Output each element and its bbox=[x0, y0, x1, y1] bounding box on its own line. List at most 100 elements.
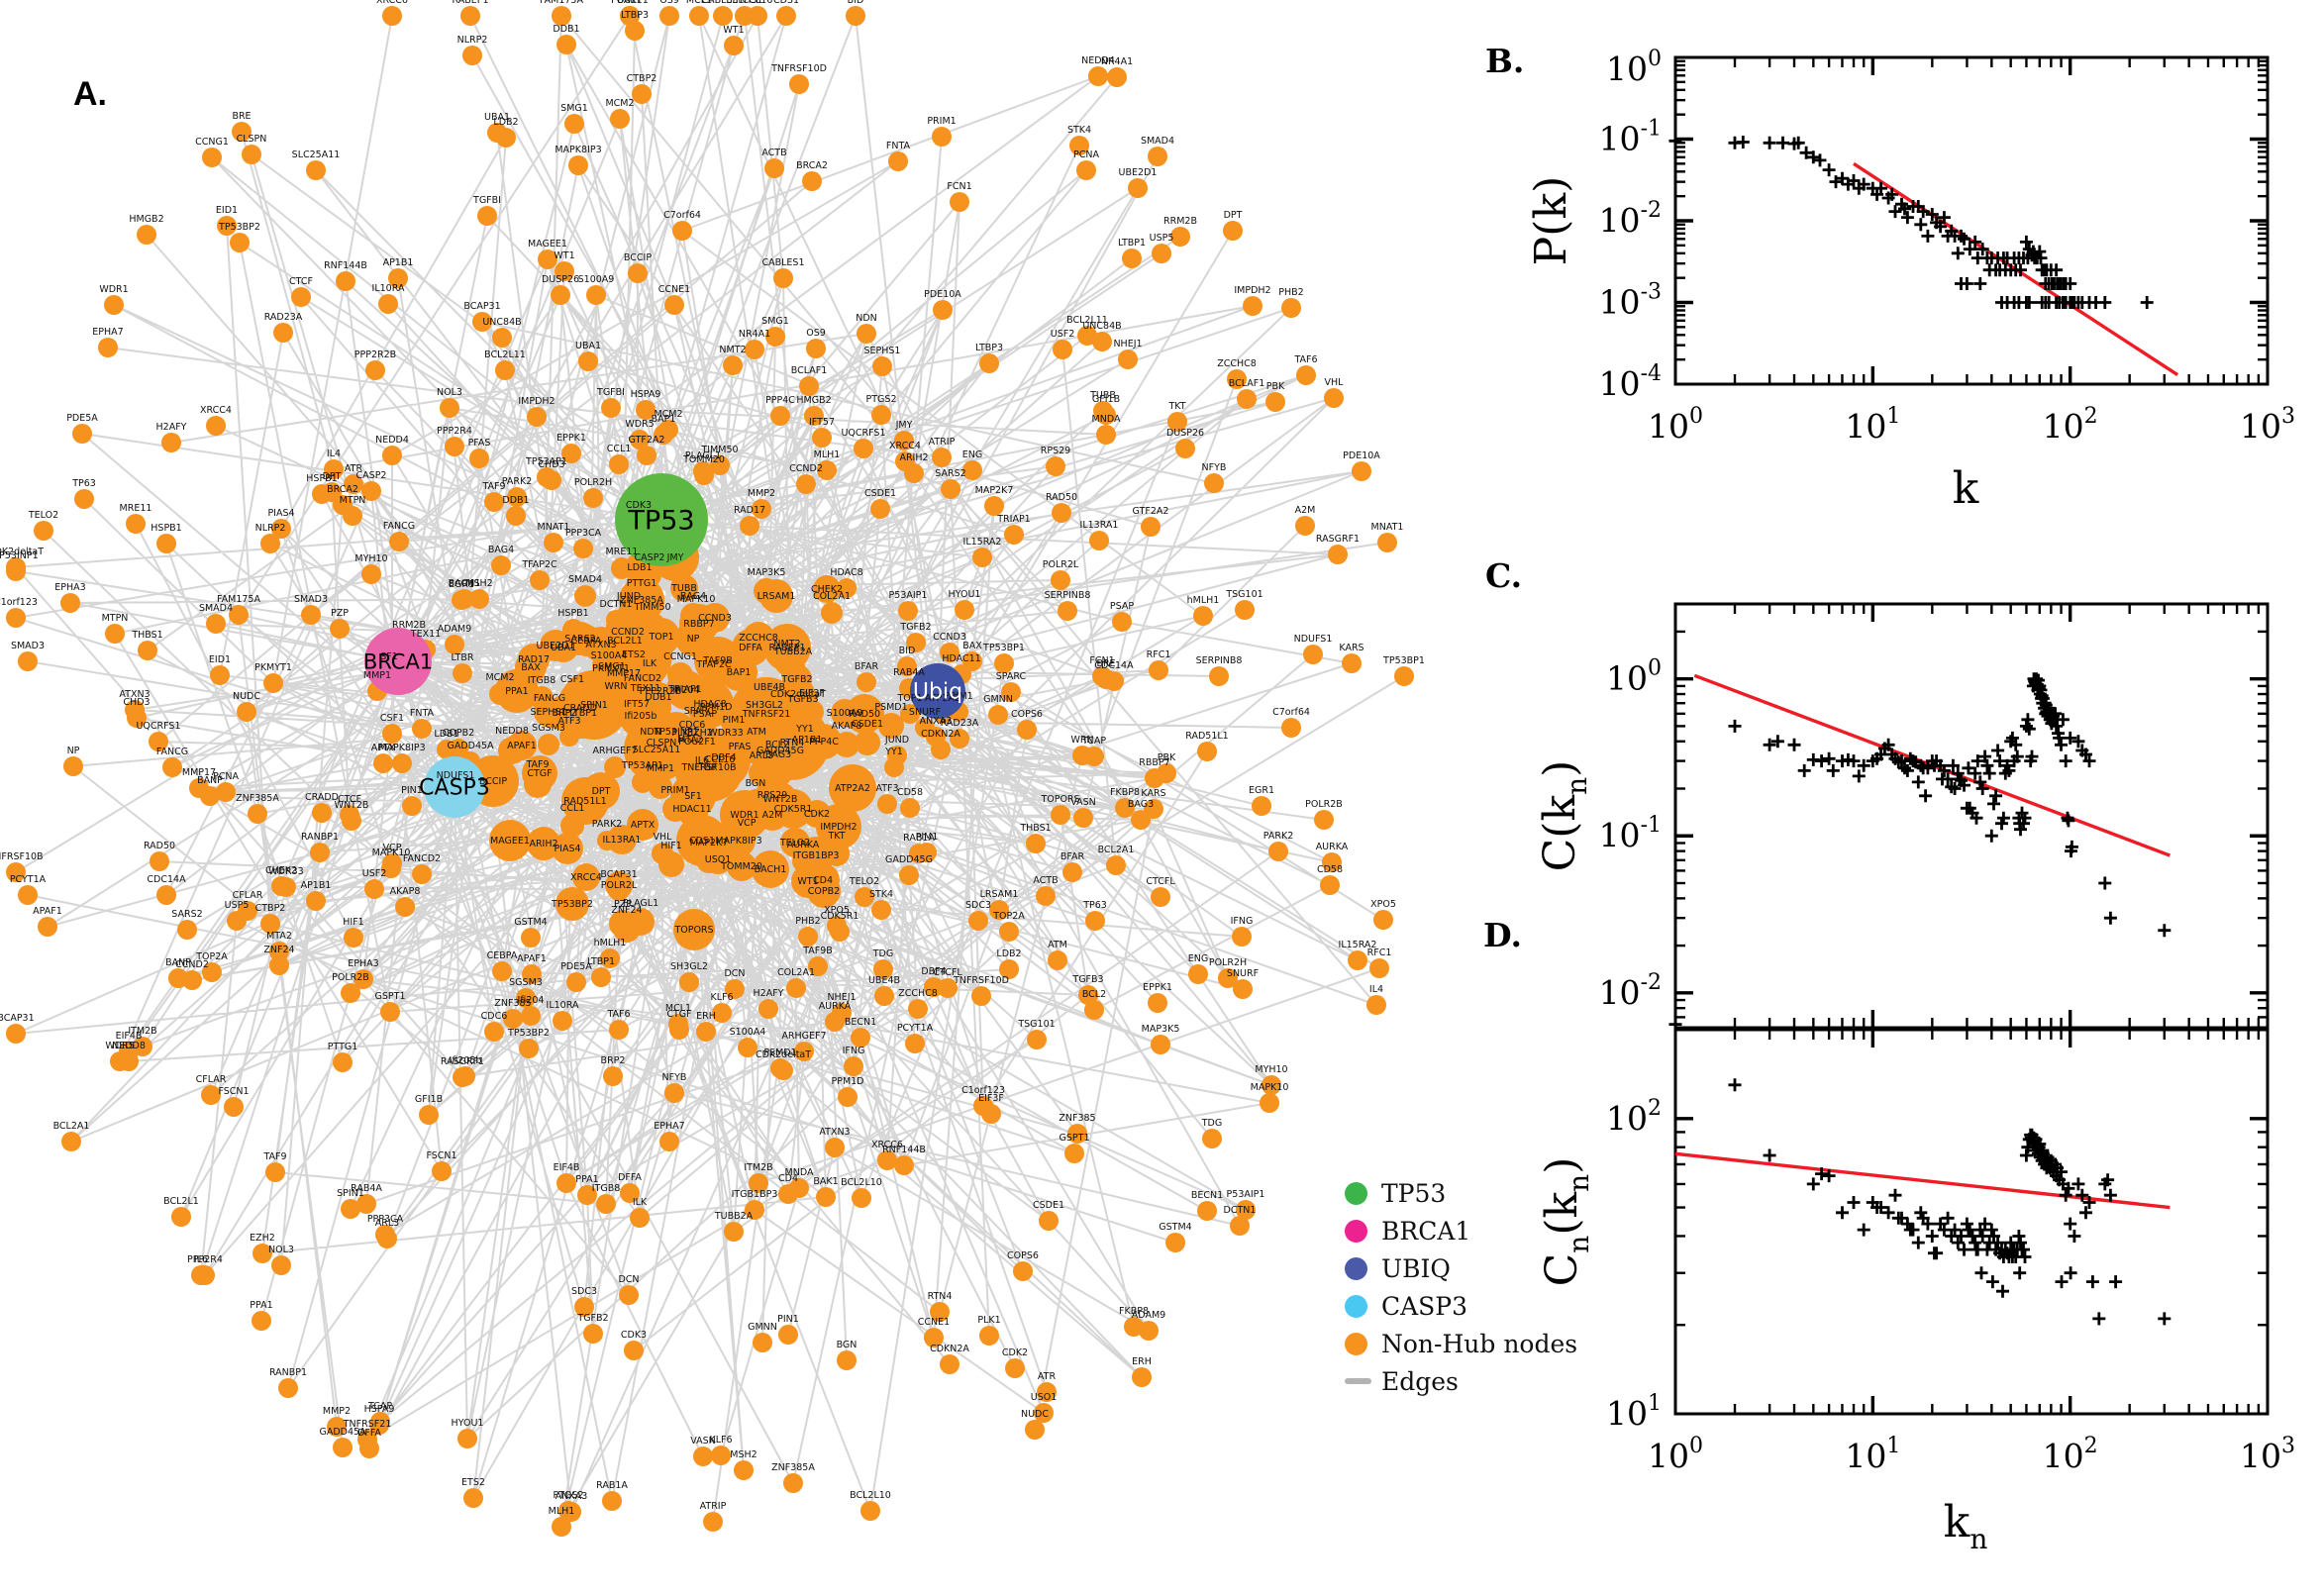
network-node-label: LTBP3 bbox=[621, 10, 649, 21]
network-node-label: PBK bbox=[1266, 381, 1285, 392]
network-node-label: TOMM20 bbox=[682, 454, 725, 465]
network-node bbox=[1324, 388, 1344, 408]
network-node-label: CDC6 bbox=[481, 1011, 508, 1022]
network-node-label: CDKN2A bbox=[930, 1344, 969, 1354]
network-node-label: S100A9 bbox=[827, 708, 863, 719]
network-node-label: THBS1 bbox=[131, 630, 162, 641]
network-node-label: S100A4 bbox=[591, 650, 628, 661]
hub-node-brca1 bbox=[364, 628, 432, 695]
network-node-label: MAPK10 bbox=[372, 848, 411, 858]
network-node-label: DDB1 bbox=[645, 692, 671, 703]
network-node bbox=[679, 972, 699, 992]
network-node-label: STK4 bbox=[1067, 125, 1091, 136]
network-node-label: SMAD3 bbox=[294, 594, 328, 605]
network-node bbox=[806, 339, 826, 358]
network-node-label: BCCIP bbox=[624, 252, 652, 263]
network-node bbox=[1369, 958, 1389, 978]
network-node-label: TAF9 bbox=[525, 759, 549, 770]
network-node-label: OS9 bbox=[806, 328, 826, 339]
network-node bbox=[1053, 340, 1072, 359]
network-node bbox=[373, 753, 393, 773]
network-node bbox=[61, 1132, 81, 1151]
network-node-label: VASN bbox=[1070, 797, 1096, 808]
network-node-label: PDE10A bbox=[924, 289, 961, 300]
network-node bbox=[610, 109, 630, 129]
network-node bbox=[273, 323, 293, 343]
network-node-label: COPS6 bbox=[1011, 709, 1043, 720]
network-node bbox=[206, 614, 226, 634]
axis-tick-label: 102 bbox=[1606, 1096, 1662, 1138]
legend-node-swatch-icon bbox=[1345, 1181, 1367, 1205]
network-node-label: SNURF bbox=[909, 707, 941, 718]
network-node bbox=[487, 123, 507, 143]
network-node bbox=[306, 160, 326, 180]
network-node bbox=[659, 6, 679, 26]
network-node-label: SF1 bbox=[380, 651, 398, 662]
network-node-label: HSPB1 bbox=[306, 473, 337, 484]
network-node-label: NP bbox=[687, 634, 700, 645]
network-node bbox=[950, 192, 969, 212]
network-node-label: PTTG1 bbox=[328, 1042, 358, 1052]
network-node-label: RRM2B bbox=[1163, 216, 1197, 227]
network-node bbox=[18, 885, 38, 905]
network-node-label: BRCA2 bbox=[327, 484, 358, 495]
network-node bbox=[1036, 886, 1056, 906]
network-node-label: UBA1 bbox=[484, 112, 510, 123]
network-node bbox=[749, 1173, 768, 1193]
network-node bbox=[877, 1150, 897, 1170]
network-node bbox=[931, 740, 951, 759]
network-node-label: XRCC4 bbox=[570, 872, 602, 883]
network-node bbox=[734, 1460, 754, 1480]
network-node bbox=[888, 151, 908, 171]
network-node bbox=[724, 36, 744, 55]
network-node-label: TUBB bbox=[670, 583, 697, 594]
network-node-label: CABLES1 bbox=[761, 257, 804, 268]
network-node bbox=[555, 261, 574, 281]
network-node-label: POLR2H bbox=[574, 477, 612, 488]
network-node-label: TELO2 bbox=[779, 838, 810, 848]
network-node bbox=[527, 407, 547, 427]
network-node-label: TFAP2C bbox=[695, 659, 732, 670]
network-node-label: TNFRSF10D bbox=[770, 63, 827, 74]
network-node-label: BCCIP bbox=[479, 776, 507, 787]
network-node bbox=[630, 430, 650, 449]
network-node-label: RABEP1 bbox=[452, 0, 488, 6]
network-node bbox=[1151, 887, 1170, 907]
network-node-label: MYH10 bbox=[1255, 1064, 1287, 1075]
network-node-label: POU2F1 bbox=[678, 737, 716, 748]
network-node-label: PCYT1A bbox=[897, 1023, 934, 1034]
network-node-label: ZCCHC8 bbox=[739, 633, 778, 644]
network-node bbox=[6, 862, 26, 882]
network-node-label: PZP bbox=[331, 608, 349, 619]
network-node-label: COPB2 bbox=[443, 728, 474, 739]
network-node-label: IMPDH2 bbox=[518, 396, 555, 407]
network-node-label: CDC14A bbox=[147, 874, 186, 885]
network-node bbox=[252, 1244, 272, 1263]
network-node-label: ZCCHC8 bbox=[1217, 358, 1257, 369]
network-node bbox=[375, 1225, 395, 1245]
network-node-label: TAF9B bbox=[702, 655, 733, 666]
network-node bbox=[619, 1285, 639, 1305]
network-node bbox=[1328, 545, 1348, 564]
network-node bbox=[855, 887, 874, 907]
network-node bbox=[745, 1200, 764, 1220]
network-node-label: MMP17 bbox=[607, 668, 641, 679]
network-node bbox=[1089, 531, 1109, 550]
network-node bbox=[263, 673, 283, 693]
network-node-label: IMPDH2 bbox=[820, 822, 857, 833]
network-node-label: WDR1 bbox=[99, 284, 128, 295]
network-node-label: BCL2A1 bbox=[1098, 845, 1135, 855]
network-node-label: ZNF24 bbox=[263, 945, 294, 955]
network-node bbox=[770, 1058, 790, 1078]
network-node bbox=[432, 1161, 452, 1181]
network-node-label: BAX bbox=[521, 662, 541, 673]
network-node-label: IFT57 bbox=[809, 417, 835, 428]
network-node bbox=[271, 1255, 291, 1275]
network-node bbox=[522, 964, 542, 984]
network-node-label: RAD51L1 bbox=[1185, 731, 1228, 742]
network-node-label: BFAR bbox=[855, 661, 879, 672]
network-node-label: CCND3 bbox=[933, 632, 966, 643]
network-node-label: CLSPN bbox=[647, 738, 677, 748]
network-node bbox=[469, 449, 489, 468]
